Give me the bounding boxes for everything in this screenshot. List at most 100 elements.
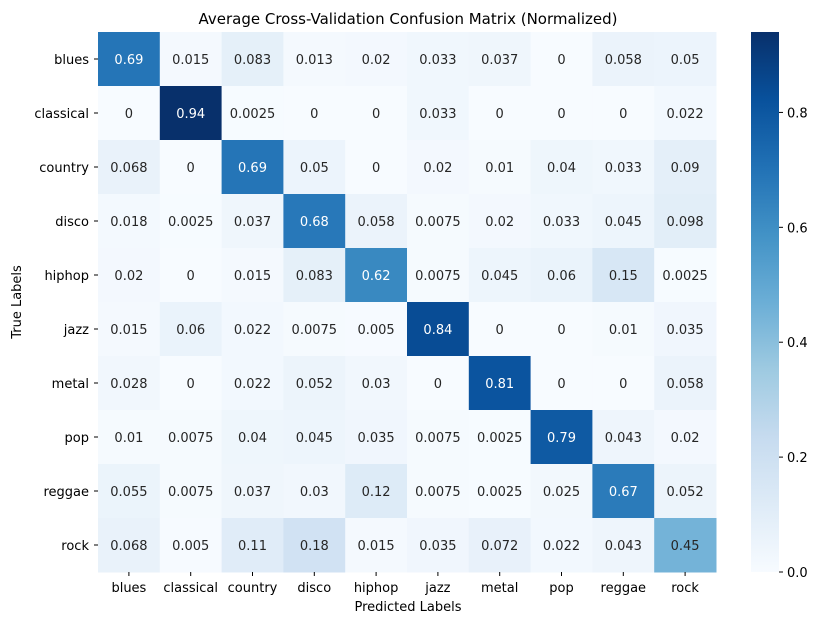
cell-value-label: 0.01 — [114, 431, 143, 446]
y-tick-label: classical — [34, 107, 89, 122]
cell-value-label: 0 — [187, 377, 195, 392]
heatmap-cell — [345, 86, 408, 141]
cell-value-label: 0.045 — [481, 269, 518, 284]
y-tick-label: metal — [52, 377, 89, 392]
heatmap-cell — [468, 356, 532, 411]
heatmap-cell — [592, 86, 655, 141]
heatmap-cell — [283, 410, 346, 465]
cell-value-label: 0.022 — [666, 107, 703, 122]
x-tick-label: pop — [549, 581, 573, 596]
heatmap-cell — [592, 356, 655, 411]
heatmap-cell — [592, 32, 655, 87]
heatmap-cell — [592, 464, 655, 519]
heatmap-cell — [592, 410, 655, 465]
x-tick-label: jazz — [424, 581, 450, 596]
heatmap-cell — [592, 140, 655, 195]
cell-value-label: 0.035 — [666, 323, 703, 338]
heatmap-cell — [468, 410, 532, 465]
heatmap-cell — [654, 32, 717, 87]
heatmap-cell — [345, 410, 408, 465]
heatmap-cell — [468, 32, 532, 87]
heatmap-cell — [159, 248, 223, 303]
cell-value-label: 0 — [372, 161, 380, 176]
cell-value-label: 0.015 — [172, 53, 209, 68]
cell-value-label: 0.0075 — [292, 323, 338, 338]
heatmap-cell — [98, 302, 161, 357]
cell-value-label: 0.02 — [423, 161, 452, 176]
heatmap-cell — [592, 518, 655, 573]
heatmap-cell — [530, 194, 593, 249]
cell-value-label: 0.04 — [238, 431, 267, 446]
cell-value-label: 0.02 — [671, 431, 700, 446]
heatmap-cell — [407, 194, 470, 249]
x-axis-ticks: blues classical country disco hiphop jazz meta… — [111, 572, 699, 596]
cell-value-label: 0.045 — [605, 215, 642, 230]
cell-value-label: 0.18 — [300, 539, 329, 554]
cell-value-label: 0.022 — [234, 377, 271, 392]
cell-value-label: 0.0075 — [415, 431, 461, 446]
heatmap-cell — [159, 410, 223, 465]
cell-value-label: 0 — [557, 53, 565, 68]
cell-value-label: 0.058 — [357, 215, 394, 230]
colorbar-tick-label: 0.2 — [787, 451, 808, 466]
cell-value-label: 0 — [310, 107, 318, 122]
heatmap-cell — [407, 86, 470, 141]
heatmap-cell — [159, 140, 223, 195]
cell-value-label: 0.083 — [296, 269, 333, 284]
cell-value-label: 0.033 — [419, 107, 456, 122]
cell-value-label: 0.79 — [547, 431, 576, 446]
heatmap-cell — [345, 194, 408, 249]
x-tick-label: metal — [481, 581, 518, 596]
y-tick-label: disco — [55, 215, 89, 230]
heatmap-cell — [98, 248, 161, 303]
cell-value-label: 0.67 — [609, 485, 638, 500]
cell-value-label: 0 — [496, 323, 504, 338]
cell-value-label: 0.69 — [114, 53, 143, 68]
heatmap-cell — [159, 356, 223, 411]
heatmap-cell — [283, 194, 346, 249]
x-tick-label: hiphop — [354, 581, 399, 596]
colorbar-tick-label: 0.6 — [787, 221, 808, 236]
heatmap-cell — [345, 32, 408, 87]
cell-value-label: 0.052 — [666, 485, 703, 500]
heatmap-cell — [654, 302, 717, 357]
cell-value-label: 0.098 — [666, 215, 703, 230]
cell-value-label: 0.0075 — [168, 431, 214, 446]
x-tick-label: disco — [297, 581, 331, 596]
cell-value-label: 0.0025 — [168, 215, 214, 230]
heatmap-cell — [221, 248, 284, 303]
heatmap-cell — [159, 464, 223, 519]
cell-value-label: 0.055 — [110, 485, 147, 500]
cell-value-label: 0.81 — [485, 377, 514, 392]
cell-value-label: 0.005 — [357, 323, 394, 338]
cell-value-label: 0.45 — [671, 539, 700, 554]
heatmap-cell — [159, 518, 223, 573]
heatmap-cell — [654, 518, 717, 573]
heatmap-cell — [407, 410, 470, 465]
heatmap-cell — [159, 32, 223, 87]
heatmap-cell — [654, 86, 717, 141]
heatmap-cell — [221, 194, 284, 249]
cell-value-label: 0.058 — [605, 53, 642, 68]
cell-value-label: 0.035 — [419, 539, 456, 554]
cell-value-label: 0.05 — [300, 161, 329, 176]
heatmap-cell — [530, 140, 593, 195]
heatmap-cell — [530, 86, 593, 141]
heatmap-cell — [221, 410, 284, 465]
cell-value-label: 0.045 — [296, 431, 333, 446]
cell-value-label: 0 — [434, 377, 442, 392]
cell-value-label: 0 — [496, 107, 504, 122]
cell-value-label: 0.037 — [234, 215, 271, 230]
heatmap-cell — [654, 356, 717, 411]
cell-value-label: 0.015 — [110, 323, 147, 338]
heatmap-cell — [221, 302, 284, 357]
cell-value-label: 0 — [619, 107, 627, 122]
heatmap-cell — [468, 140, 532, 195]
y-tick-label: blues — [54, 53, 89, 68]
heatmap-cell — [283, 86, 346, 141]
heatmap-cell — [468, 302, 532, 357]
cell-value-label: 0.02 — [485, 215, 514, 230]
heatmap-cell — [98, 86, 161, 141]
y-tick-label: reggae — [43, 485, 89, 500]
